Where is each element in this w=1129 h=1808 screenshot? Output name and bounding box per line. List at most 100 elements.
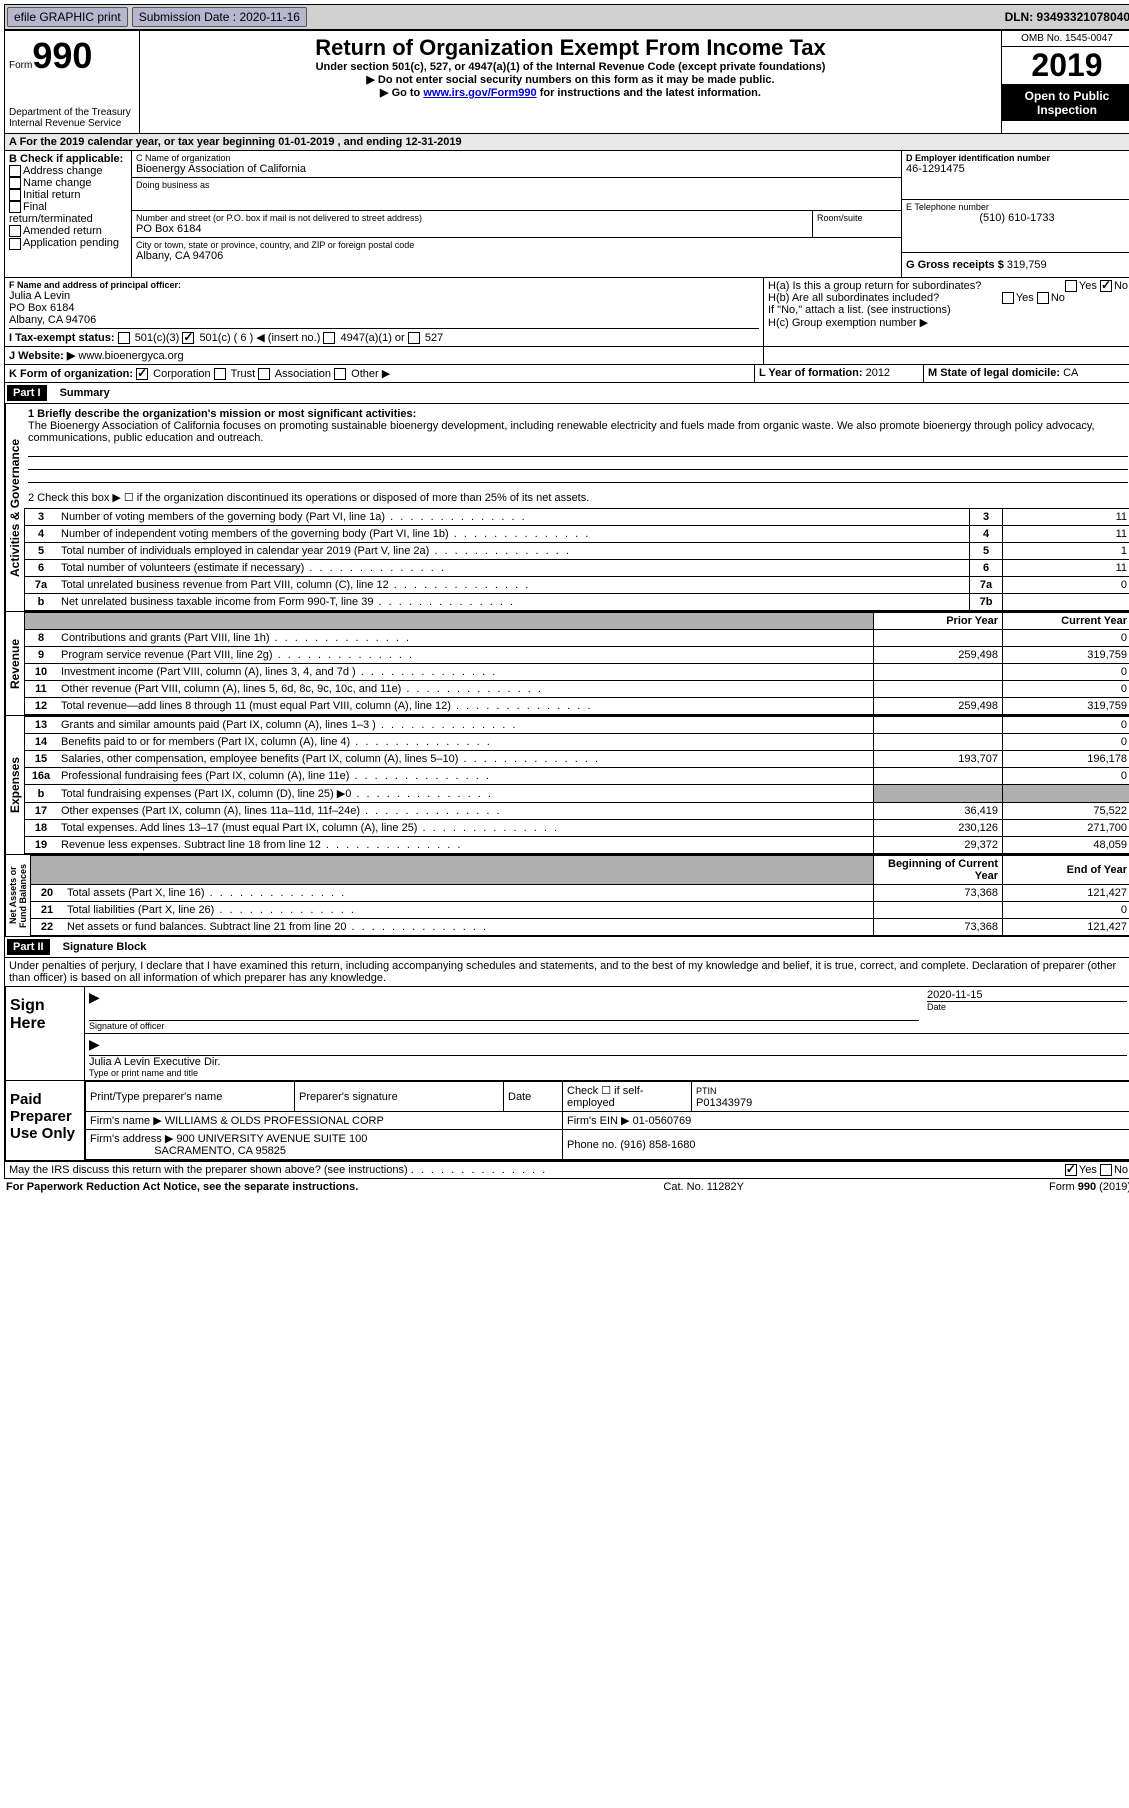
table-row: 13Grants and similar amounts paid (Part … — [25, 717, 1129, 734]
check-501c3[interactable] — [118, 332, 130, 344]
org-name: Bioenergy Association of California — [136, 163, 897, 175]
form-header: Form990 Department of the Treasury Inter… — [5, 31, 1129, 134]
table-row: 11Other revenue (Part VIII, column (A), … — [25, 681, 1129, 698]
expenses-section: Expenses 13Grants and similar amounts pa… — [5, 716, 1129, 855]
check-assoc[interactable] — [258, 368, 270, 380]
check-name-change[interactable] — [9, 177, 21, 189]
ha-no[interactable] — [1100, 280, 1112, 292]
firm-addr2: SACRAMENTO, CA 95825 — [154, 1145, 286, 1157]
check-final-return[interactable] — [9, 201, 21, 213]
discuss-no[interactable] — [1100, 1164, 1112, 1176]
sig-officer-label: Signature of officer — [89, 1020, 919, 1031]
part2-title: Signature Block — [63, 941, 147, 953]
declaration: Under penalties of perjury, I declare th… — [5, 958, 1129, 987]
street-address: PO Box 6184 — [136, 223, 808, 235]
tax-year: 2019 — [1002, 47, 1129, 85]
k-label: K Form of organization: — [9, 368, 133, 380]
table-row: 7aTotal unrelated business revenue from … — [25, 577, 1129, 594]
officer-typed-name: Julia A Levin Executive Dir. — [89, 1056, 220, 1068]
room-suite-label: Room/suite — [812, 211, 901, 237]
sig-date: 2020-11-15 — [927, 989, 1127, 1001]
box-b: B Check if applicable: Address change Na… — [5, 151, 132, 277]
b-opt-4: Amended return — [23, 225, 102, 237]
revenue-section: Revenue Prior YearCurrent Year 8Contribu… — [5, 612, 1129, 716]
city-state-zip: Albany, CA 94706 — [136, 250, 897, 262]
ein: 46-1291475 — [906, 163, 1128, 175]
table-row: 16aProfessional fundraising fees (Part I… — [25, 768, 1129, 785]
footer-mid: Cat. No. 11282Y — [663, 1181, 744, 1193]
part2-header: Part II Signature Block — [5, 937, 1129, 958]
check-initial-return[interactable] — [9, 189, 21, 201]
check-self: Check ☐ if self-employed — [563, 1082, 692, 1112]
d-label: D Employer identification number — [906, 153, 1128, 163]
vlabel-governance: Activities & Governance — [5, 404, 24, 611]
table-row: 22Net assets or fund balances. Subtract … — [31, 919, 1129, 936]
check-trust[interactable] — [214, 368, 226, 380]
check-app-pending[interactable] — [9, 238, 21, 250]
firm-addr1: 900 UNIVERSITY AVENUE SUITE 100 — [176, 1133, 367, 1145]
check-corp[interactable] — [136, 368, 148, 380]
bcdeg-row: B Check if applicable: Address change Na… — [5, 151, 1129, 278]
open-inspection: Open to Public Inspection — [1002, 85, 1129, 121]
phone-label: Phone no. — [567, 1139, 617, 1151]
fh-row: F Name and address of principal officer:… — [5, 278, 1129, 347]
c-name-label: C Name of organization — [136, 153, 897, 163]
ha-yes[interactable] — [1065, 280, 1077, 292]
k-opt-3: Other ▶ — [351, 368, 390, 380]
table-row: 9Program service revenue (Part VIII, lin… — [25, 647, 1129, 664]
efile-print-button[interactable]: efile GRAPHIC print — [7, 7, 128, 27]
telephone: (510) 610-1733 — [906, 212, 1128, 224]
omb-number: OMB No. 1545-0047 — [1002, 31, 1129, 47]
addr-label: Number and street (or P.O. box if mail i… — [136, 213, 808, 223]
check-address-change[interactable] — [9, 165, 21, 177]
box-f: F Name and address of principal officer:… — [5, 278, 764, 346]
check-other[interactable] — [334, 368, 346, 380]
arrow-icon-2: ▶ — [89, 1036, 100, 1052]
hb-label: H(b) Are all subordinates included? — [768, 292, 939, 304]
submission-date: 2020-11-16 — [239, 10, 300, 24]
l-label: L Year of formation: — [759, 367, 863, 379]
sig-date-label: Date — [927, 1001, 1127, 1012]
e-label: E Telephone number — [906, 202, 1128, 212]
officer-typed-label: Type or print name and title — [89, 1068, 1127, 1078]
col-prior: Prior Year — [874, 613, 1003, 630]
discuss-row: May the IRS discuss this return with the… — [5, 1161, 1129, 1178]
check-amended[interactable] — [9, 225, 21, 237]
revenue-table: Prior YearCurrent Year 8Contributions an… — [24, 612, 1129, 715]
form-number: 990 — [32, 35, 92, 76]
table-row: bTotal fundraising expenses (Part IX, co… — [25, 785, 1129, 803]
hb-no[interactable] — [1037, 292, 1049, 304]
netassets-section: Net Assets orFund Balances Beginning of … — [5, 855, 1129, 937]
submission-date-button[interactable]: Submission Date : 2020-11-16 — [132, 7, 307, 27]
check-501c[interactable] — [182, 332, 194, 344]
m-label: M State of legal domicile: — [928, 367, 1060, 379]
vlabel-expenses: Expenses — [5, 716, 24, 854]
table-row: 14Benefits paid to or for members (Part … — [25, 734, 1129, 751]
col-end: End of Year — [1003, 856, 1129, 885]
hb-yes[interactable] — [1002, 292, 1014, 304]
table-row: 3Number of voting members of the governi… — [25, 509, 1129, 526]
form-title: Return of Organization Exempt From Incom… — [144, 35, 997, 61]
check-4947[interactable] — [323, 332, 335, 344]
officer-addr2: Albany, CA 94706 — [9, 314, 759, 326]
state-domicile: CA — [1063, 367, 1078, 379]
vlabel-revenue: Revenue — [5, 612, 24, 715]
line-a: A For the 2019 calendar year, or tax yea… — [5, 134, 1129, 151]
table-row: 5Total number of individuals employed in… — [25, 543, 1129, 560]
note2-pre: ▶ Go to — [380, 87, 423, 99]
table-row: 20Total assets (Part X, line 16)73,36812… — [31, 885, 1129, 902]
form990-link[interactable]: www.irs.gov/Form990 — [423, 87, 536, 99]
j-label: J Website: ▶ — [9, 350, 75, 362]
sign-here-block: Sign Here ▶ Signature of officer 2020-11… — [5, 987, 1129, 1081]
gross-receipts: 319,759 — [1007, 259, 1047, 271]
paid-preparer-block: Paid Preparer Use Only Print/Type prepar… — [5, 1081, 1129, 1161]
footer-right: Form 990 (2019) — [1049, 1181, 1129, 1193]
check-527[interactable] — [408, 332, 420, 344]
k-opt-2: Association — [275, 368, 331, 380]
box-deg: D Employer identification number 46-1291… — [902, 151, 1129, 277]
firm-phone: (916) 858-1680 — [620, 1139, 695, 1151]
footer-left: For Paperwork Reduction Act Notice, see … — [6, 1181, 358, 1193]
discuss-yes[interactable] — [1065, 1164, 1077, 1176]
officer-addr1: PO Box 6184 — [9, 302, 759, 314]
title-cell: Return of Organization Exempt From Incom… — [140, 31, 1001, 133]
